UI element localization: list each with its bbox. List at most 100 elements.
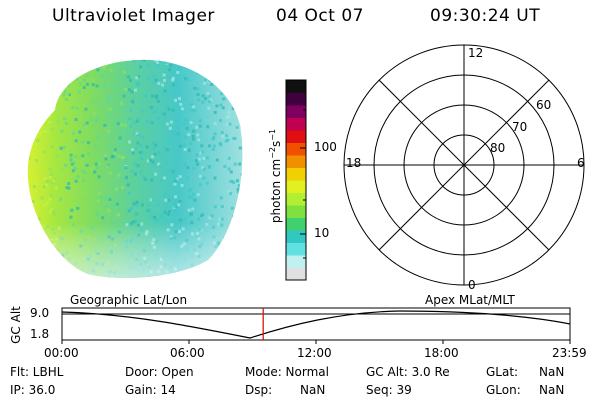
seq-info: Seq: 39 [366,383,412,397]
uv-pixel [225,75,229,79]
uv-pixel [208,280,211,283]
uv-pixel [27,195,31,199]
uv-pixel [220,252,224,256]
uv-pixel [230,234,234,238]
uv-pixel [125,279,128,282]
uv-pixel [218,59,222,63]
uv-pixel [136,277,139,278]
gc-altitude-plot [61,307,571,344]
uv-pixel [199,64,203,67]
colorbar-segment [286,167,306,181]
observation-time: 09:30:24 UT [430,6,541,26]
uv-pixel [28,218,32,221]
uv-pixel [55,78,58,81]
glat-label: GLat: [486,365,519,379]
uv-pixel [99,59,103,62]
uv-pixel [46,76,50,80]
uv-pixel [55,252,58,256]
uv-pixel [74,64,78,67]
uv-pixel [234,219,238,223]
uv-pixel [139,283,142,286]
uv-pixel [39,119,43,123]
uv-pixel [194,274,198,278]
uv-pixel [49,78,53,82]
uv-pixel [221,77,224,81]
mlt-label-0: 0 [468,278,476,292]
uv-pixel [241,138,243,142]
uv-pixel [238,116,242,119]
dsp-label: Dsp: [245,383,273,397]
uv-pixel [215,265,219,269]
filter-info: Flt: LBHL [10,365,64,379]
uv-pixel [234,88,238,92]
uv-pixel [40,90,44,94]
mlat-label-60: 60 [536,98,552,112]
uv-pixel [239,201,243,205]
uv-pixel [81,283,84,286]
uv-image [27,59,246,286]
colorbar-tick-100: 100 [314,140,337,154]
uv-pixel [201,66,204,70]
uv-pixel [186,274,189,278]
uv-pixel [237,197,241,201]
instrument-title: Ultraviolet Imager [52,6,215,26]
apex-caption: Apex MLat/MLT [425,293,515,307]
uv-pixel [64,67,68,71]
uv-pixel [204,271,208,275]
uv-pixel [154,279,157,282]
uv-pixel [240,124,243,128]
unit-exp-1: −2 [268,146,277,159]
uv-pixel [66,65,70,69]
dsp-value: NaN [300,383,326,397]
glon-label: GLon: [486,383,521,397]
uv-pixel [66,73,70,77]
uv-pixel [35,115,39,118]
mode-info: Mode: Normal [245,365,329,379]
uv-pixel [235,74,239,78]
colorbar-segment [286,217,306,231]
uv-pixel [31,66,35,70]
colorbar-segment [286,242,306,256]
uv-pixel [243,103,246,106]
uv-pixel [215,271,219,275]
uv-pixel [45,261,49,265]
color-scale-bar [286,80,306,281]
uv-pixel [209,280,212,283]
uv-pixel [49,59,53,62]
unit-mid: s [269,140,283,147]
uv-pixel [63,283,66,286]
x-tick-1: 06:00 [170,346,205,360]
unit-base: photon cm [269,158,283,224]
colorbar-segment [286,205,306,218]
uv-pixel [242,237,243,241]
gain-info: Gain: 14 [125,383,176,397]
uv-pixel [242,201,243,205]
ip-info: IP: 36.0 [10,383,56,397]
uv-pixel [32,230,36,234]
uv-pixel [35,63,38,67]
y-min-label: 1.8 [30,327,50,341]
uv-pixel [227,59,231,63]
uv-pixel [50,94,54,98]
uv-pixel [40,274,44,278]
uv-pixel [35,227,39,231]
geographic-caption: Geographic Lat/Lon [70,293,188,307]
colorbar-segment [286,117,306,131]
uv-pixel [54,272,57,276]
uv-pixel [61,267,65,270]
uv-pixel [219,249,223,253]
uv-pixel [29,202,33,206]
x-tick-2: 12:00 [297,346,332,360]
uv-pixel [223,244,227,247]
uv-pixel [216,270,220,274]
colorbar-unit-label: photon cm−2s−1 [268,96,283,256]
uv-pixel [206,262,210,266]
uv-pixel [27,113,31,117]
uv-pixel [48,95,51,99]
x-tick-3: 18:00 [424,346,459,360]
uv-pixel [29,222,33,226]
uv-pixel [178,61,182,65]
uv-pixel [66,283,69,286]
uv-pixel [71,271,75,275]
